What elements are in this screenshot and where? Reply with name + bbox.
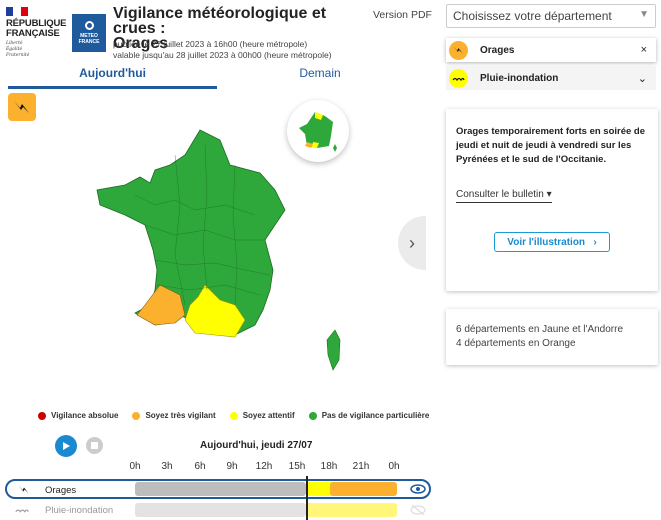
vigilance-legend: Vigilance absolue Soyez très vigilant So… <box>38 411 429 420</box>
lightning-badge <box>8 93 36 121</box>
legend-orange: Soyez très vigilant <box>132 411 216 420</box>
republique-francaise-logo: RÉPUBLIQUE FRANÇAISE Liberté Égalité Frate… <box>6 7 66 59</box>
lightning-icon <box>18 485 29 494</box>
meteo-france-logo[interactable]: METEO FRANCE <box>72 14 106 52</box>
timeline-bar-none <box>135 503 306 517</box>
legend-green: Pas de vigilance particulière <box>308 411 429 420</box>
france-vigilance-map[interactable] <box>95 125 355 375</box>
eye-icon[interactable] <box>410 484 426 494</box>
page-title: Vigilance météorologique et crues : Orag… <box>113 5 327 52</box>
legend-red: Vigilance absolue <box>38 411 118 420</box>
phenomenon-pluie-inondation[interactable]: Pluie-inondation ⌄ <box>446 66 656 90</box>
bulletin-card: Orages temporairement forts en soirée de… <box>446 109 658 291</box>
legend-yellow: Soyez attentif <box>229 411 295 420</box>
consult-bulletin-dropdown[interactable]: Consulter le bulletin ▾ <box>456 189 552 203</box>
close-icon[interactable]: × <box>640 44 647 56</box>
tab-aujourdhui[interactable]: Aujourd'hui <box>8 66 217 89</box>
overview-minimap[interactable] <box>287 100 349 162</box>
play-button[interactable] <box>55 435 77 457</box>
timeline-date: Aujourd'hui, jeudi 27/07 <box>200 440 313 451</box>
french-flag-icon <box>6 7 28 16</box>
bulletin-text: Orages temporairement forts en soirée de… <box>456 126 646 165</box>
timeline-bar-yellow <box>306 482 332 496</box>
eye-off-icon[interactable] <box>410 505 426 515</box>
play-icon <box>63 442 70 450</box>
stop-button[interactable] <box>86 437 103 454</box>
timeline-row-pluie-inondation[interactable]: Pluie-inondation <box>45 505 114 516</box>
rain-flood-icon <box>449 68 468 88</box>
timeline-bar-orange <box>330 482 397 496</box>
chevron-down-icon: ▼ <box>639 9 649 20</box>
stop-icon <box>91 442 98 449</box>
next-map-button[interactable]: › <box>398 216 426 270</box>
day-tabs: Aujourd'hui Demain <box>0 66 440 91</box>
publication-info: publiée le 27 juillet 2023 à 16h00 (heur… <box>113 39 332 60</box>
lightning-icon <box>449 40 468 60</box>
france-mini-map <box>299 112 337 152</box>
current-time-marker[interactable] <box>306 476 308 520</box>
timeline-bar-yellow <box>306 503 397 517</box>
chevron-right-icon: › <box>409 232 415 253</box>
pdf-link[interactable]: Version PDF <box>373 9 432 21</box>
view-illustration-button[interactable]: Voir l'illustration › <box>494 232 610 252</box>
timeline-bar-none <box>135 482 306 496</box>
department-select[interactable]: Choisissez votre département ▼ <box>446 4 656 28</box>
rain-flood-icon <box>15 509 29 513</box>
timeline-row-orages[interactable] <box>5 479 431 499</box>
lightning-icon <box>14 101 29 113</box>
chevron-down-icon[interactable]: ⌄ <box>637 72 647 85</box>
summary-card: 6 départements en Jaune et l'Andorre 4 d… <box>446 309 658 365</box>
phenomenon-orages[interactable]: Orages × <box>446 38 656 62</box>
meteo-france-icon <box>84 21 94 30</box>
tab-demain[interactable]: Demain <box>299 66 341 80</box>
